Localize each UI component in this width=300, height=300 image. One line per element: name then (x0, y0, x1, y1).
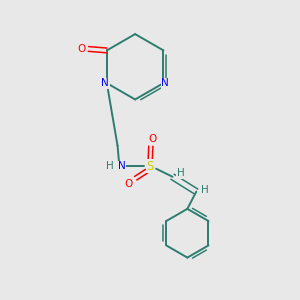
Text: H: H (106, 161, 113, 171)
Text: H: H (201, 185, 208, 195)
Text: O: O (124, 179, 133, 189)
Text: N: N (101, 78, 109, 88)
Text: S: S (146, 160, 154, 173)
Text: H: H (177, 168, 185, 178)
Text: O: O (78, 44, 86, 54)
Text: N: N (118, 161, 126, 171)
Text: O: O (148, 134, 156, 144)
Text: N: N (161, 78, 169, 88)
